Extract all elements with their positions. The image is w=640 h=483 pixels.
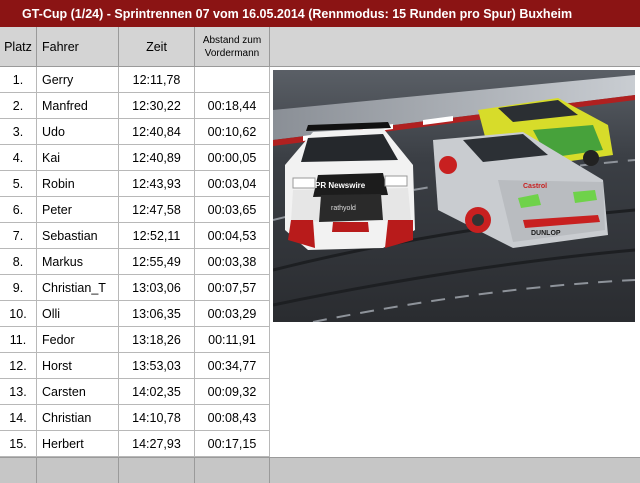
table-row: 11. Fedor 13:18,26 00:11,91 (0, 327, 270, 353)
car-white-icon: PR Newswire rathyold (285, 122, 415, 250)
fahrer-cell: Olli (37, 301, 119, 327)
abstand-cell: 00:03,38 (195, 249, 270, 275)
platz-cell: 8. (0, 249, 37, 275)
fahrer-cell: Carsten (37, 379, 119, 405)
zeit-cell: 13:06,35 (119, 301, 195, 327)
table-row: 14. Christian 14:10,78 00:08,43 (0, 405, 270, 431)
abstand-cell: 00:00,05 (195, 145, 270, 171)
fahrer-cell: Markus (37, 249, 119, 275)
abstand-cell (195, 67, 270, 93)
abstand-cell: 00:34,77 (195, 353, 270, 379)
fahrer-cell: Robin (37, 171, 119, 197)
fahrer-cell: Horst (37, 353, 119, 379)
zeit-cell: 13:03,06 (119, 275, 195, 301)
footer-cell (119, 457, 195, 483)
abstand-cell: 00:03,29 (195, 301, 270, 327)
column-header-zeit: Zeit (119, 27, 195, 67)
platz-cell: 10. (0, 301, 37, 327)
platz-cell: 4. (0, 145, 37, 171)
fahrer-cell: Christian (37, 405, 119, 431)
platz-cell: 7. (0, 223, 37, 249)
page-title: GT-Cup (1/24) - Sprintrennen 07 vom 16.0… (0, 0, 640, 27)
platz-cell: 15. (0, 431, 37, 457)
zeit-cell: 12:30,22 (119, 93, 195, 119)
abstand-cell: 00:03,65 (195, 197, 270, 223)
fahrer-cell: Herbert (37, 431, 119, 457)
platz-cell: 13. (0, 379, 37, 405)
table-row: 10. Olli 13:06,35 00:03,29 (0, 301, 270, 327)
abstand-cell: 00:08,43 (195, 405, 270, 431)
footer-cell (270, 457, 640, 483)
footer-cell (37, 457, 119, 483)
fahrer-cell: Manfred (37, 93, 119, 119)
zeit-cell: 14:02,35 (119, 379, 195, 405)
platz-cell: 9. (0, 275, 37, 301)
abstand-cell: 00:11,91 (195, 327, 270, 353)
results-table: 1. Gerry 12:11,78 2. Manfred 12:30,22 00:18,44… (0, 67, 270, 457)
table-row: 5. Robin 12:43,93 00:03,04 (0, 171, 270, 197)
platz-cell: 3. (0, 119, 37, 145)
car-silver-icon: DUNLOP Castrol (433, 132, 608, 248)
abstand-cell: 00:03,04 (195, 171, 270, 197)
fahrer-cell: Christian_T (37, 275, 119, 301)
footer-cell (0, 457, 37, 483)
abstand-cell: 00:07,57 (195, 275, 270, 301)
race-photo: DUNLOP Castrol PR Newswire rathyold (273, 70, 635, 322)
zeit-cell: 12:40,84 (119, 119, 195, 145)
zeit-cell: 14:27,93 (119, 431, 195, 457)
table-row: 13. Carsten 14:02,35 00:09,32 (0, 379, 270, 405)
table-row: 9. Christian_T 13:03,06 00:07,57 (0, 275, 270, 301)
abstand-header-line1: Abstand zum (202, 34, 262, 46)
fahrer-cell: Kai (37, 145, 119, 171)
zeit-cell: 12:52,11 (119, 223, 195, 249)
zeit-cell: 13:18,26 (119, 327, 195, 353)
table-row: 7. Sebastian 12:52,11 00:04,53 (0, 223, 270, 249)
platz-cell: 14. (0, 405, 37, 431)
abstand-header-line2: Vordermann (204, 47, 260, 59)
abstand-cell: 00:10,62 (195, 119, 270, 145)
footer-cell (195, 457, 270, 483)
header-empty-cell (270, 27, 640, 67)
zeit-cell: 12:40,89 (119, 145, 195, 171)
table-row: 6. Peter 12:47,58 00:03,65 (0, 197, 270, 223)
column-header-abstand: Abstand zum Vordermann (195, 27, 270, 67)
platz-cell: 2. (0, 93, 37, 119)
fahrer-cell: Gerry (37, 67, 119, 93)
platz-cell: 6. (0, 197, 37, 223)
table-row: 4. Kai 12:40,89 00:00,05 (0, 145, 270, 171)
platz-cell: 1. (0, 67, 37, 93)
zeit-cell: 14:10,78 (119, 405, 195, 431)
fahrer-cell: Peter (37, 197, 119, 223)
zeit-cell: 12:43,93 (119, 171, 195, 197)
svg-text:Castrol: Castrol (523, 183, 547, 190)
abstand-cell: 00:09,32 (195, 379, 270, 405)
table-row: 2. Manfred 12:30,22 00:18,44 (0, 93, 270, 119)
column-header-fahrer: Fahrer (37, 27, 119, 67)
zeit-cell: 12:47,58 (119, 197, 195, 223)
zeit-cell: 12:55,49 (119, 249, 195, 275)
zeit-cell: 13:53,03 (119, 353, 195, 379)
platz-cell: 5. (0, 171, 37, 197)
fahrer-cell: Sebastian (37, 223, 119, 249)
column-header-platz: Platz (0, 27, 37, 67)
svg-text:PR Newswire: PR Newswire (315, 181, 366, 190)
platz-cell: 12. (0, 353, 37, 379)
table-row: 1. Gerry 12:11,78 (0, 67, 270, 93)
abstand-cell: 00:04,53 (195, 223, 270, 249)
zeit-cell: 12:11,78 (119, 67, 195, 93)
table-row: 8. Markus 12:55,49 00:03,38 (0, 249, 270, 275)
fahrer-cell: Fedor (37, 327, 119, 353)
platz-cell: 11. (0, 327, 37, 353)
table-row: 15. Herbert 14:27,93 00:17,15 (0, 431, 270, 457)
abstand-cell: 00:18,44 (195, 93, 270, 119)
table-row: 12. Horst 13:53,03 00:34,77 (0, 353, 270, 379)
svg-text:DUNLOP: DUNLOP (531, 230, 561, 237)
table-row: 3. Udo 12:40,84 00:10,62 (0, 119, 270, 145)
fahrer-cell: Udo (37, 119, 119, 145)
abstand-cell: 00:17,15 (195, 431, 270, 457)
svg-text:rathyold: rathyold (331, 205, 356, 212)
